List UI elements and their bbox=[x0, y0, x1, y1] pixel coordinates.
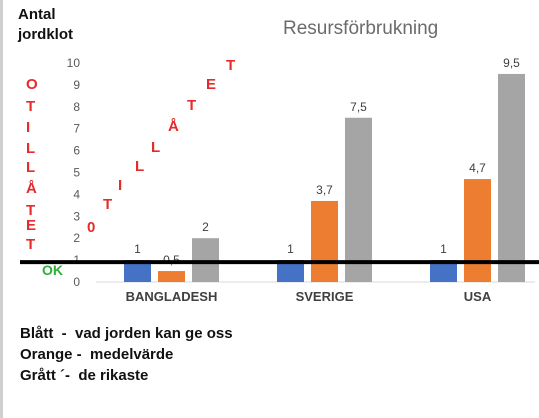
bar bbox=[124, 260, 151, 282]
y-tick-label: 4 bbox=[73, 187, 80, 201]
data-label: 3,7 bbox=[316, 183, 333, 197]
vertical-letter: T bbox=[26, 202, 36, 219]
legend-orange: Orange - medelvärde bbox=[20, 346, 174, 363]
data-label: 9,5 bbox=[503, 56, 520, 70]
data-label: 1 bbox=[287, 242, 294, 256]
diagonal-letter: T bbox=[226, 57, 236, 74]
legend-blue: Blått - vad jorden kan ge oss bbox=[20, 325, 233, 342]
left-edge-divider bbox=[0, 0, 3, 418]
y-tick-label: 6 bbox=[73, 144, 80, 158]
vertical-letter: I bbox=[26, 119, 31, 136]
data-label: 1 bbox=[134, 242, 141, 256]
diagonal-letter: Å bbox=[168, 118, 179, 135]
diagonal-letter: 0 bbox=[87, 219, 96, 236]
data-label: 1 bbox=[440, 242, 447, 256]
bar bbox=[158, 271, 185, 282]
y-tick-label: 7 bbox=[73, 122, 80, 136]
bar bbox=[498, 73, 525, 282]
vertical-letter: E bbox=[26, 217, 37, 234]
diagonal-letter: T bbox=[187, 97, 197, 114]
legend-gray: Grått ´- de rikaste bbox=[20, 367, 149, 384]
vertical-letter: L bbox=[26, 159, 36, 176]
y-tick-label: 3 bbox=[73, 209, 80, 223]
vertical-letter: T bbox=[26, 98, 36, 115]
y-tick-label: 5 bbox=[73, 166, 80, 180]
y-tick-label: 0 bbox=[73, 275, 80, 289]
y-axis-label-line2: jordklot bbox=[18, 26, 73, 43]
diagonal-letter: T bbox=[103, 196, 113, 213]
diagonal-letter: E bbox=[206, 76, 217, 93]
bar bbox=[464, 179, 491, 282]
bar bbox=[430, 260, 457, 282]
category-label: SVERIGE bbox=[296, 289, 354, 304]
diagonal-letter: L bbox=[135, 158, 145, 175]
data-label: 0,5 bbox=[163, 253, 180, 267]
y-tick-label: 2 bbox=[73, 231, 80, 245]
bar bbox=[345, 117, 372, 282]
y-axis-label-line1: Antal bbox=[18, 6, 56, 23]
data-label: 4,7 bbox=[469, 161, 486, 175]
bar bbox=[277, 260, 304, 282]
data-label: 7,5 bbox=[350, 100, 367, 114]
category-label: BANGLADESH bbox=[126, 289, 218, 304]
ok-label: OK bbox=[42, 262, 63, 278]
y-tick-label: 10 bbox=[67, 56, 81, 70]
vertical-letter: Å bbox=[26, 180, 37, 197]
diagonal-letter: I bbox=[118, 177, 123, 194]
vertical-letter: L bbox=[26, 140, 36, 157]
vertical-letter: T bbox=[26, 236, 36, 253]
y-tick-label: 9 bbox=[73, 78, 80, 92]
diagonal-letter: L bbox=[151, 139, 161, 156]
y-tick-label: 8 bbox=[73, 100, 80, 114]
category-label: USA bbox=[464, 289, 492, 304]
vertical-letter: O bbox=[26, 76, 38, 93]
data-label: 2 bbox=[202, 220, 209, 234]
chart-title: Resursförbrukning bbox=[283, 18, 439, 39]
bar bbox=[311, 200, 338, 282]
